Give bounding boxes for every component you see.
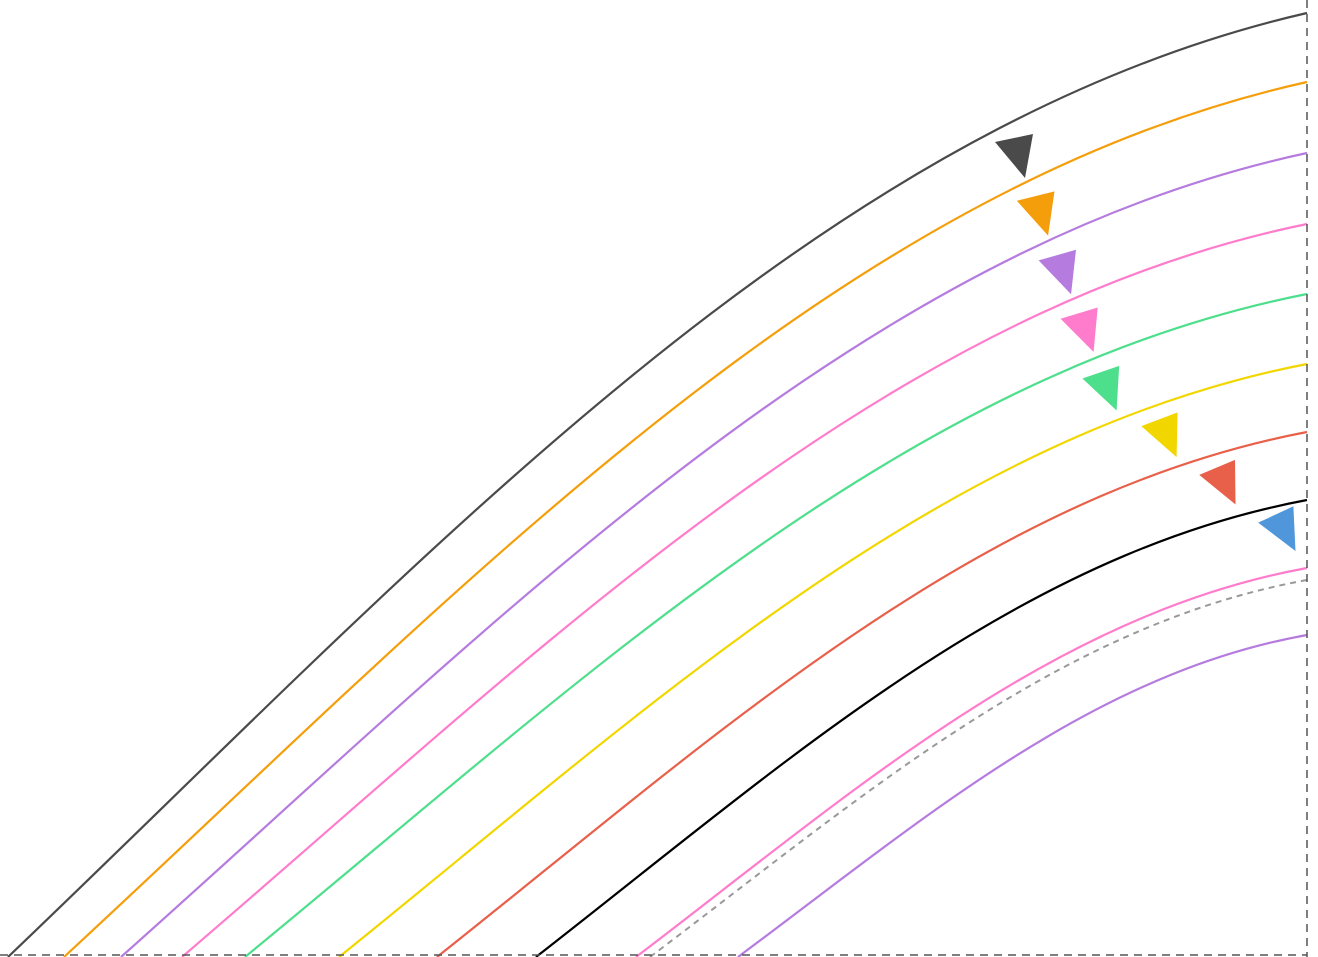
track-2-line xyxy=(63,80,1308,957)
track-10-line xyxy=(649,579,1308,957)
track-7-direction-marker xyxy=(1199,459,1236,505)
track-9-line xyxy=(635,566,1308,957)
track-3-direction-marker xyxy=(1038,249,1076,295)
track-8-direction-marker xyxy=(1258,506,1296,551)
tracks-layer xyxy=(7,11,1308,957)
track-6-line xyxy=(338,362,1308,957)
track-5-direction-marker xyxy=(1082,365,1120,411)
track-11-line xyxy=(737,633,1308,957)
track-6-direction-marker xyxy=(1141,412,1178,458)
track-1-direction-marker xyxy=(995,134,1033,178)
track-4-direction-marker xyxy=(1060,307,1098,353)
markers-layer xyxy=(995,134,1296,551)
track-8-line xyxy=(535,498,1308,957)
track-1-line xyxy=(7,11,1308,957)
track-7-line xyxy=(436,430,1308,957)
track-3-line xyxy=(120,151,1308,957)
track-2-direction-marker xyxy=(1016,191,1055,236)
track-5-line xyxy=(244,292,1308,957)
track-4-line xyxy=(181,222,1308,957)
